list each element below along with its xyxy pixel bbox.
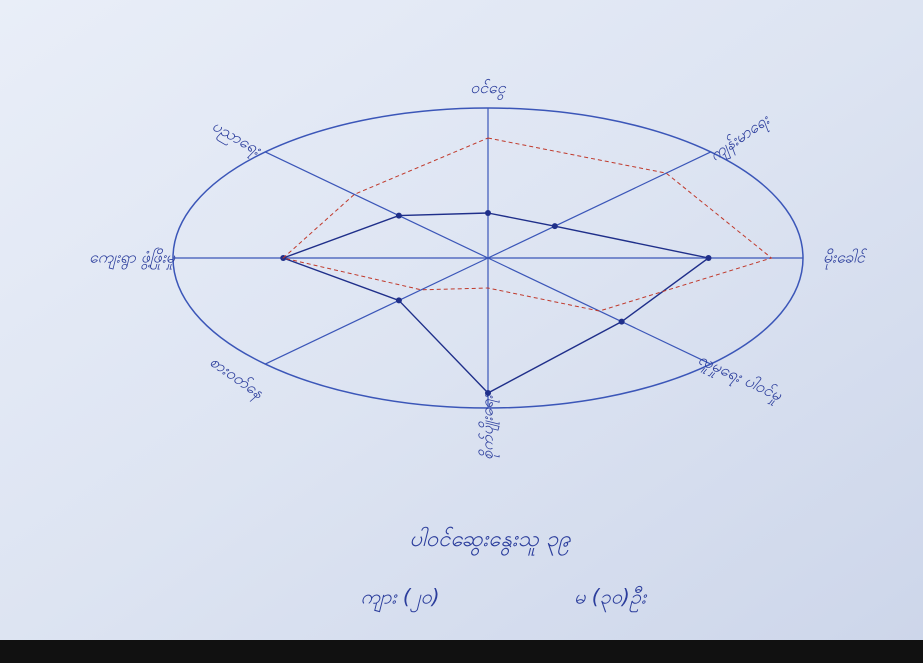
radar-point	[705, 255, 712, 261]
note: ကျား (၂၀)	[360, 585, 439, 613]
axis	[487, 151, 711, 259]
table-edge	[0, 640, 923, 663]
axis	[487, 257, 711, 365]
radar-line	[282, 137, 773, 312]
axis-label: ကျေးရွာ ဖွံ့ဖြိုးမှု	[89, 248, 176, 271]
axis	[265, 257, 489, 365]
radar-point	[618, 318, 625, 325]
paper	[0, 0, 923, 640]
radar-point	[395, 212, 402, 219]
radar-point	[485, 390, 491, 396]
axis-label: ဝင်ငွေ	[470, 78, 507, 101]
axis-label: မိုးခေါင်	[823, 248, 867, 271]
note: မ (၃၀)ဦး	[574, 585, 648, 613]
radar-point	[485, 210, 491, 216]
radar-point	[551, 223, 558, 230]
radar-point	[395, 297, 402, 304]
axis-label: စိုက်ပျိုးရေး	[478, 394, 501, 460]
note: ပါဝင်ဆွေးနွေးသူ ၃၉	[409, 526, 571, 556]
axis	[265, 151, 489, 259]
